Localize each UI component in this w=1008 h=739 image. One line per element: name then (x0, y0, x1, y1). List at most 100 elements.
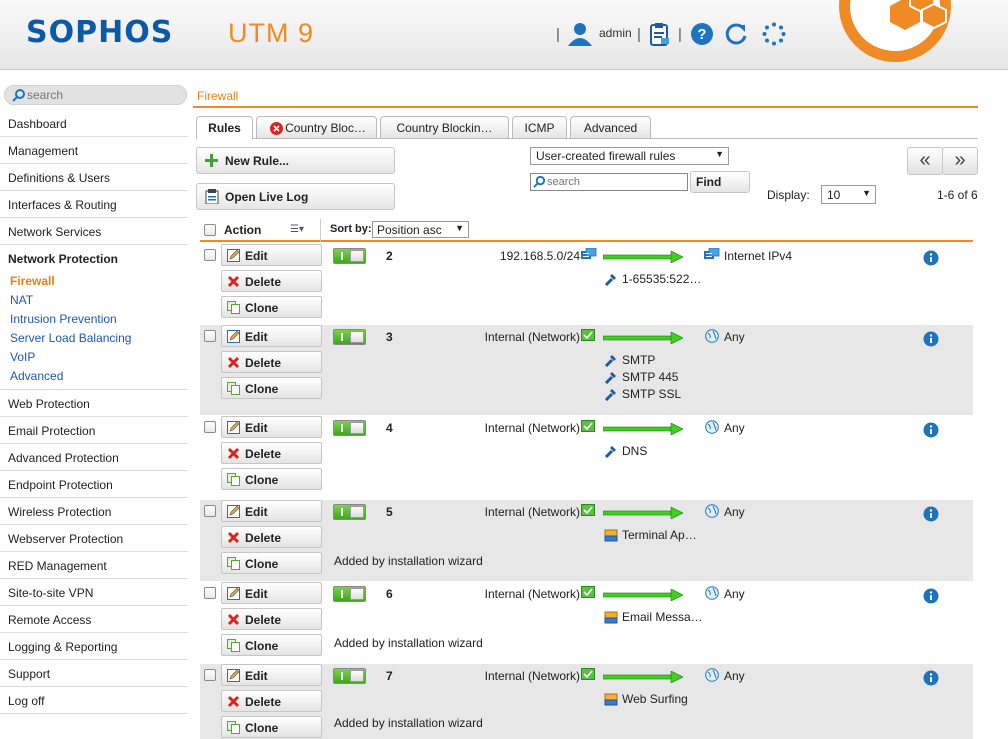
rule-checkbox[interactable] (204, 505, 216, 517)
select-all-checkbox[interactable] (204, 224, 216, 236)
sidebar-subitem-advanced[interactable]: Advanced (10, 369, 64, 383)
help-icon[interactable]: ? (690, 22, 714, 49)
rule-checkbox[interactable] (204, 669, 216, 681)
rule-filter-select[interactable]: User-created firewall rules ▼ (530, 147, 729, 165)
sidebar-item-wireless-protection[interactable]: Wireless Protection (0, 498, 188, 525)
rule-enable-toggle[interactable] (333, 586, 366, 602)
rule-search-input[interactable] (547, 176, 682, 188)
sidebar-item-remote-access[interactable]: Remote Access (0, 606, 188, 633)
clone-button[interactable]: Clone (221, 716, 322, 738)
sidebar-item-log-off[interactable]: Log off (0, 687, 188, 714)
sidebar-item-web-protection[interactable]: Web Protection (0, 390, 188, 417)
service-icon (604, 389, 618, 404)
rule-checkbox[interactable] (204, 249, 216, 261)
sidebar-item-email-protection[interactable]: Email Protection (0, 417, 188, 444)
edit-button[interactable]: Edit (221, 244, 322, 266)
sidebar-item-webserver-protection[interactable]: Webserver Protection (0, 525, 188, 552)
edit-icon (227, 249, 240, 262)
rule-enable-toggle[interactable] (333, 504, 366, 520)
display-count-value: 10 (827, 188, 841, 202)
service-label: SMTP 445 (622, 370, 679, 384)
edit-icon (227, 330, 240, 343)
open-live-log-button[interactable]: Open Live Log (196, 183, 395, 210)
rule-checkbox[interactable] (204, 587, 216, 599)
search-input[interactable] (27, 88, 177, 102)
next-page-button[interactable]: » (942, 147, 978, 175)
refresh-icon[interactable] (724, 22, 748, 49)
delete-button[interactable]: Delete (221, 270, 322, 292)
rule-enable-toggle[interactable] (333, 420, 366, 436)
info-icon[interactable] (923, 670, 939, 686)
edit-button[interactable]: Edit (221, 582, 322, 604)
tab-country-blocking-exceptions[interactable]: Country Blockin… (380, 116, 509, 139)
sidebar-item-network-protection[interactable]: Network Protection (8, 252, 119, 266)
navigation-search[interactable] (4, 85, 187, 105)
clone-button[interactable]: Clone (221, 296, 322, 318)
service-group-icon (604, 611, 618, 627)
edit-button[interactable]: Edit (221, 325, 322, 347)
delete-button[interactable]: Delete (221, 690, 322, 712)
admin-username[interactable]: admin (599, 26, 632, 40)
find-button[interactable]: Find (690, 171, 750, 193)
info-icon[interactable] (923, 422, 939, 438)
flow-arrow-icon (603, 589, 683, 601)
sidebar-subitem-firewall[interactable]: Firewall (10, 274, 55, 288)
edit-label: Edit (245, 249, 268, 263)
toggle-on-mark (341, 508, 343, 516)
tab-country-blocking[interactable]: Country Bloc… (256, 116, 377, 139)
rule-checkbox[interactable] (204, 421, 216, 433)
user-icon[interactable] (567, 22, 593, 49)
info-icon[interactable] (923, 331, 939, 347)
sidebar-item-endpoint-protection[interactable]: Endpoint Protection (0, 471, 188, 498)
delete-button[interactable]: Delete (221, 442, 322, 464)
rule-destination: Internet IPv4 (724, 249, 793, 263)
delete-label: Delete (245, 356, 282, 370)
rule-enable-toggle[interactable] (333, 668, 366, 684)
sidebar-item-advanced-protection[interactable]: Advanced Protection (0, 444, 188, 471)
sidebar-subitem-server-load-balancing[interactable]: Server Load Balancing (10, 331, 132, 345)
sidebar-item-management[interactable]: Management (0, 137, 188, 164)
sidebar-item-support[interactable]: Support (0, 660, 188, 687)
tab-icmp[interactable]: ICMP (512, 116, 567, 139)
sidebar-item-dashboard[interactable]: Dashboard (0, 110, 188, 137)
edit-button[interactable]: Edit (221, 664, 322, 686)
edit-button[interactable]: Edit (221, 416, 322, 438)
edit-button[interactable]: Edit (221, 500, 322, 522)
rule-source: Internal (Network) (484, 587, 580, 601)
column-divider (320, 219, 321, 242)
rule-enable-toggle[interactable] (333, 329, 366, 345)
clone-button[interactable]: Clone (221, 468, 322, 490)
info-icon[interactable] (923, 506, 939, 522)
sidebar-item-logging-reporting[interactable]: Logging & Reporting (0, 633, 188, 660)
tab-rules[interactable]: Rules (196, 116, 253, 139)
sidebar-item-interfaces-routing[interactable]: Interfaces & Routing (0, 191, 188, 218)
rule-enable-toggle[interactable] (333, 248, 366, 264)
delete-button[interactable]: Delete (221, 526, 322, 548)
sort-value: Position asc (377, 223, 442, 237)
clone-button[interactable]: Clone (221, 552, 322, 574)
previous-page-button[interactable]: « (907, 147, 943, 175)
clone-button[interactable]: Clone (221, 634, 322, 656)
tab-advanced[interactable]: Advanced (570, 116, 651, 139)
sort-select[interactable]: Position asc ▼ (372, 221, 469, 238)
info-icon[interactable] (923, 588, 939, 604)
sidebar-subitem-voip[interactable]: VoIP (10, 350, 36, 364)
sidebar-item-red-management[interactable]: RED Management (0, 552, 188, 579)
sidebar-subitem-nat[interactable]: NAT (10, 293, 34, 307)
clone-button[interactable]: Clone (221, 377, 322, 399)
delete-button[interactable]: Delete (221, 351, 322, 373)
column-menu-icon[interactable]: ☰▾ (290, 224, 304, 235)
clipboard-icon[interactable] (649, 22, 671, 49)
toggle-on-mark (341, 672, 343, 680)
sidebar-item-definitions-users[interactable]: Definitions & Users (0, 164, 188, 191)
rule-checkbox[interactable] (204, 330, 216, 342)
delete-button[interactable]: Delete (221, 608, 322, 630)
rule-search-field[interactable] (530, 173, 688, 191)
new-rule-button[interactable]: New Rule... (196, 147, 395, 174)
info-icon[interactable] (923, 250, 939, 266)
display-count-select[interactable]: 10 ▼ (821, 185, 876, 204)
any-globe-icon (705, 668, 719, 685)
sidebar-item-network-services[interactable]: Network Services (0, 218, 188, 245)
sidebar-subitem-intrusion-prevention[interactable]: Intrusion Prevention (10, 312, 117, 326)
sidebar-item-site-to-site-vpn[interactable]: Site-to-site VPN (0, 579, 188, 606)
